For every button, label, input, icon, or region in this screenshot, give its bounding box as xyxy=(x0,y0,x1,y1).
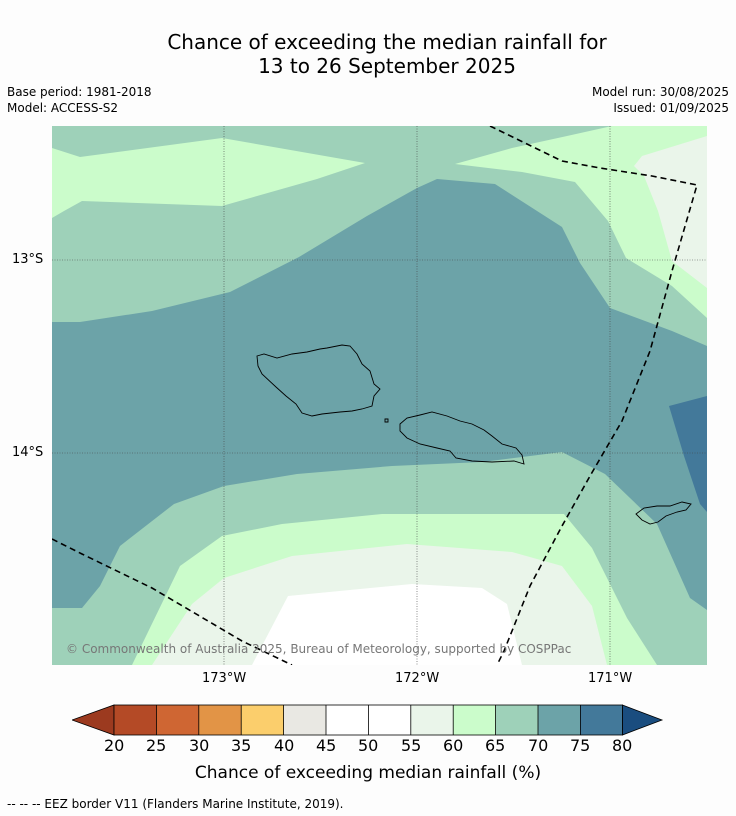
copyright-text: © Commonwealth of Australia 2025, Bureau… xyxy=(66,642,572,656)
tutuila-island xyxy=(635,501,692,525)
lat-tick-13s: 13°S xyxy=(12,252,44,267)
colorbar xyxy=(72,704,664,736)
rainfall-map xyxy=(52,126,707,665)
colorbar-tick: 30 xyxy=(189,736,210,755)
band-75-80-right xyxy=(669,396,707,512)
eez-border-bottom-left xyxy=(52,538,293,665)
band-60-65-top xyxy=(52,138,365,218)
base-period: Base period: 1981-2018 xyxy=(7,85,152,99)
model-run: Model run: 30/08/2025 xyxy=(591,85,729,99)
lon-tick-171w: 171°W xyxy=(588,671,633,686)
lon-tick-172w: 172°W xyxy=(395,671,440,686)
eez-footnote: -- -- -- EEZ border V11 (Flanders Marine… xyxy=(7,797,344,811)
colorbar-tick: 20 xyxy=(104,736,125,755)
colorbar-tick: 40 xyxy=(274,736,295,755)
colorbar-30-35 xyxy=(198,705,242,735)
colorbar-above-80 xyxy=(622,704,664,736)
colorbar-tick: 60 xyxy=(443,736,464,755)
lon-tick-173w: 173°W xyxy=(202,671,247,686)
colorbar-tick: 65 xyxy=(485,736,506,755)
lat-tick-14s: 14°S xyxy=(12,445,44,460)
upolu-island xyxy=(399,411,525,465)
island-outlines xyxy=(256,344,692,525)
colorbar-75-80 xyxy=(580,705,623,735)
colorbar-dividers xyxy=(156,705,581,735)
colorbar-45-50 xyxy=(326,705,369,735)
colorbar-frame xyxy=(113,704,623,736)
colorbar-label: Chance of exceeding median rainfall (%) xyxy=(194,763,542,783)
eez-border-top-right xyxy=(489,126,699,665)
colorbar-25-30 xyxy=(156,705,199,735)
map-gridlines xyxy=(52,126,707,665)
colorbar-65-70 xyxy=(495,705,538,735)
savaii-island xyxy=(256,344,381,417)
colorbar-35-40 xyxy=(241,705,284,735)
colorbar-tick: 55 xyxy=(401,736,422,755)
colorbar-tick: 70 xyxy=(528,736,549,755)
small-islet xyxy=(384,418,389,423)
title-line-2: 13 to 26 September 2025 xyxy=(258,54,516,78)
model-name: Model: ACCESS-S2 xyxy=(7,101,119,115)
colorbar-tick: 80 xyxy=(612,736,633,755)
colorbar-50-55 xyxy=(368,705,411,735)
colorbar-70-75 xyxy=(538,705,581,735)
meta-left: Base period: 1981-2018 Model: ACCESS-S2 xyxy=(7,84,152,116)
colorbar-tick: 75 xyxy=(570,736,591,755)
map-svg xyxy=(52,126,707,665)
colorbar-below-20 xyxy=(72,704,115,736)
map-title: Chance of exceeding the median rainfall … xyxy=(0,30,736,78)
colorbar-55-60 xyxy=(410,705,454,735)
colorbar-tick: 50 xyxy=(358,736,379,755)
title-line-1: Chance of exceeding the median rainfall … xyxy=(167,30,607,54)
colorbar-tick: 25 xyxy=(146,736,167,755)
colorbar-40-45 xyxy=(283,705,326,735)
issued-date: Issued: 01/09/2025 xyxy=(613,101,729,115)
meta-right: Model run: 30/08/2025 Issued: 01/09/2025 xyxy=(592,84,729,116)
band-45-55-bottom xyxy=(252,584,522,665)
colorbar-60-65 xyxy=(453,705,496,735)
colorbar-20-25 xyxy=(114,705,157,735)
eez-border xyxy=(52,126,699,665)
colorbar-tick: 45 xyxy=(316,736,337,755)
colorbar-tick: 35 xyxy=(231,736,252,755)
band-55-60-top-right xyxy=(634,136,707,288)
